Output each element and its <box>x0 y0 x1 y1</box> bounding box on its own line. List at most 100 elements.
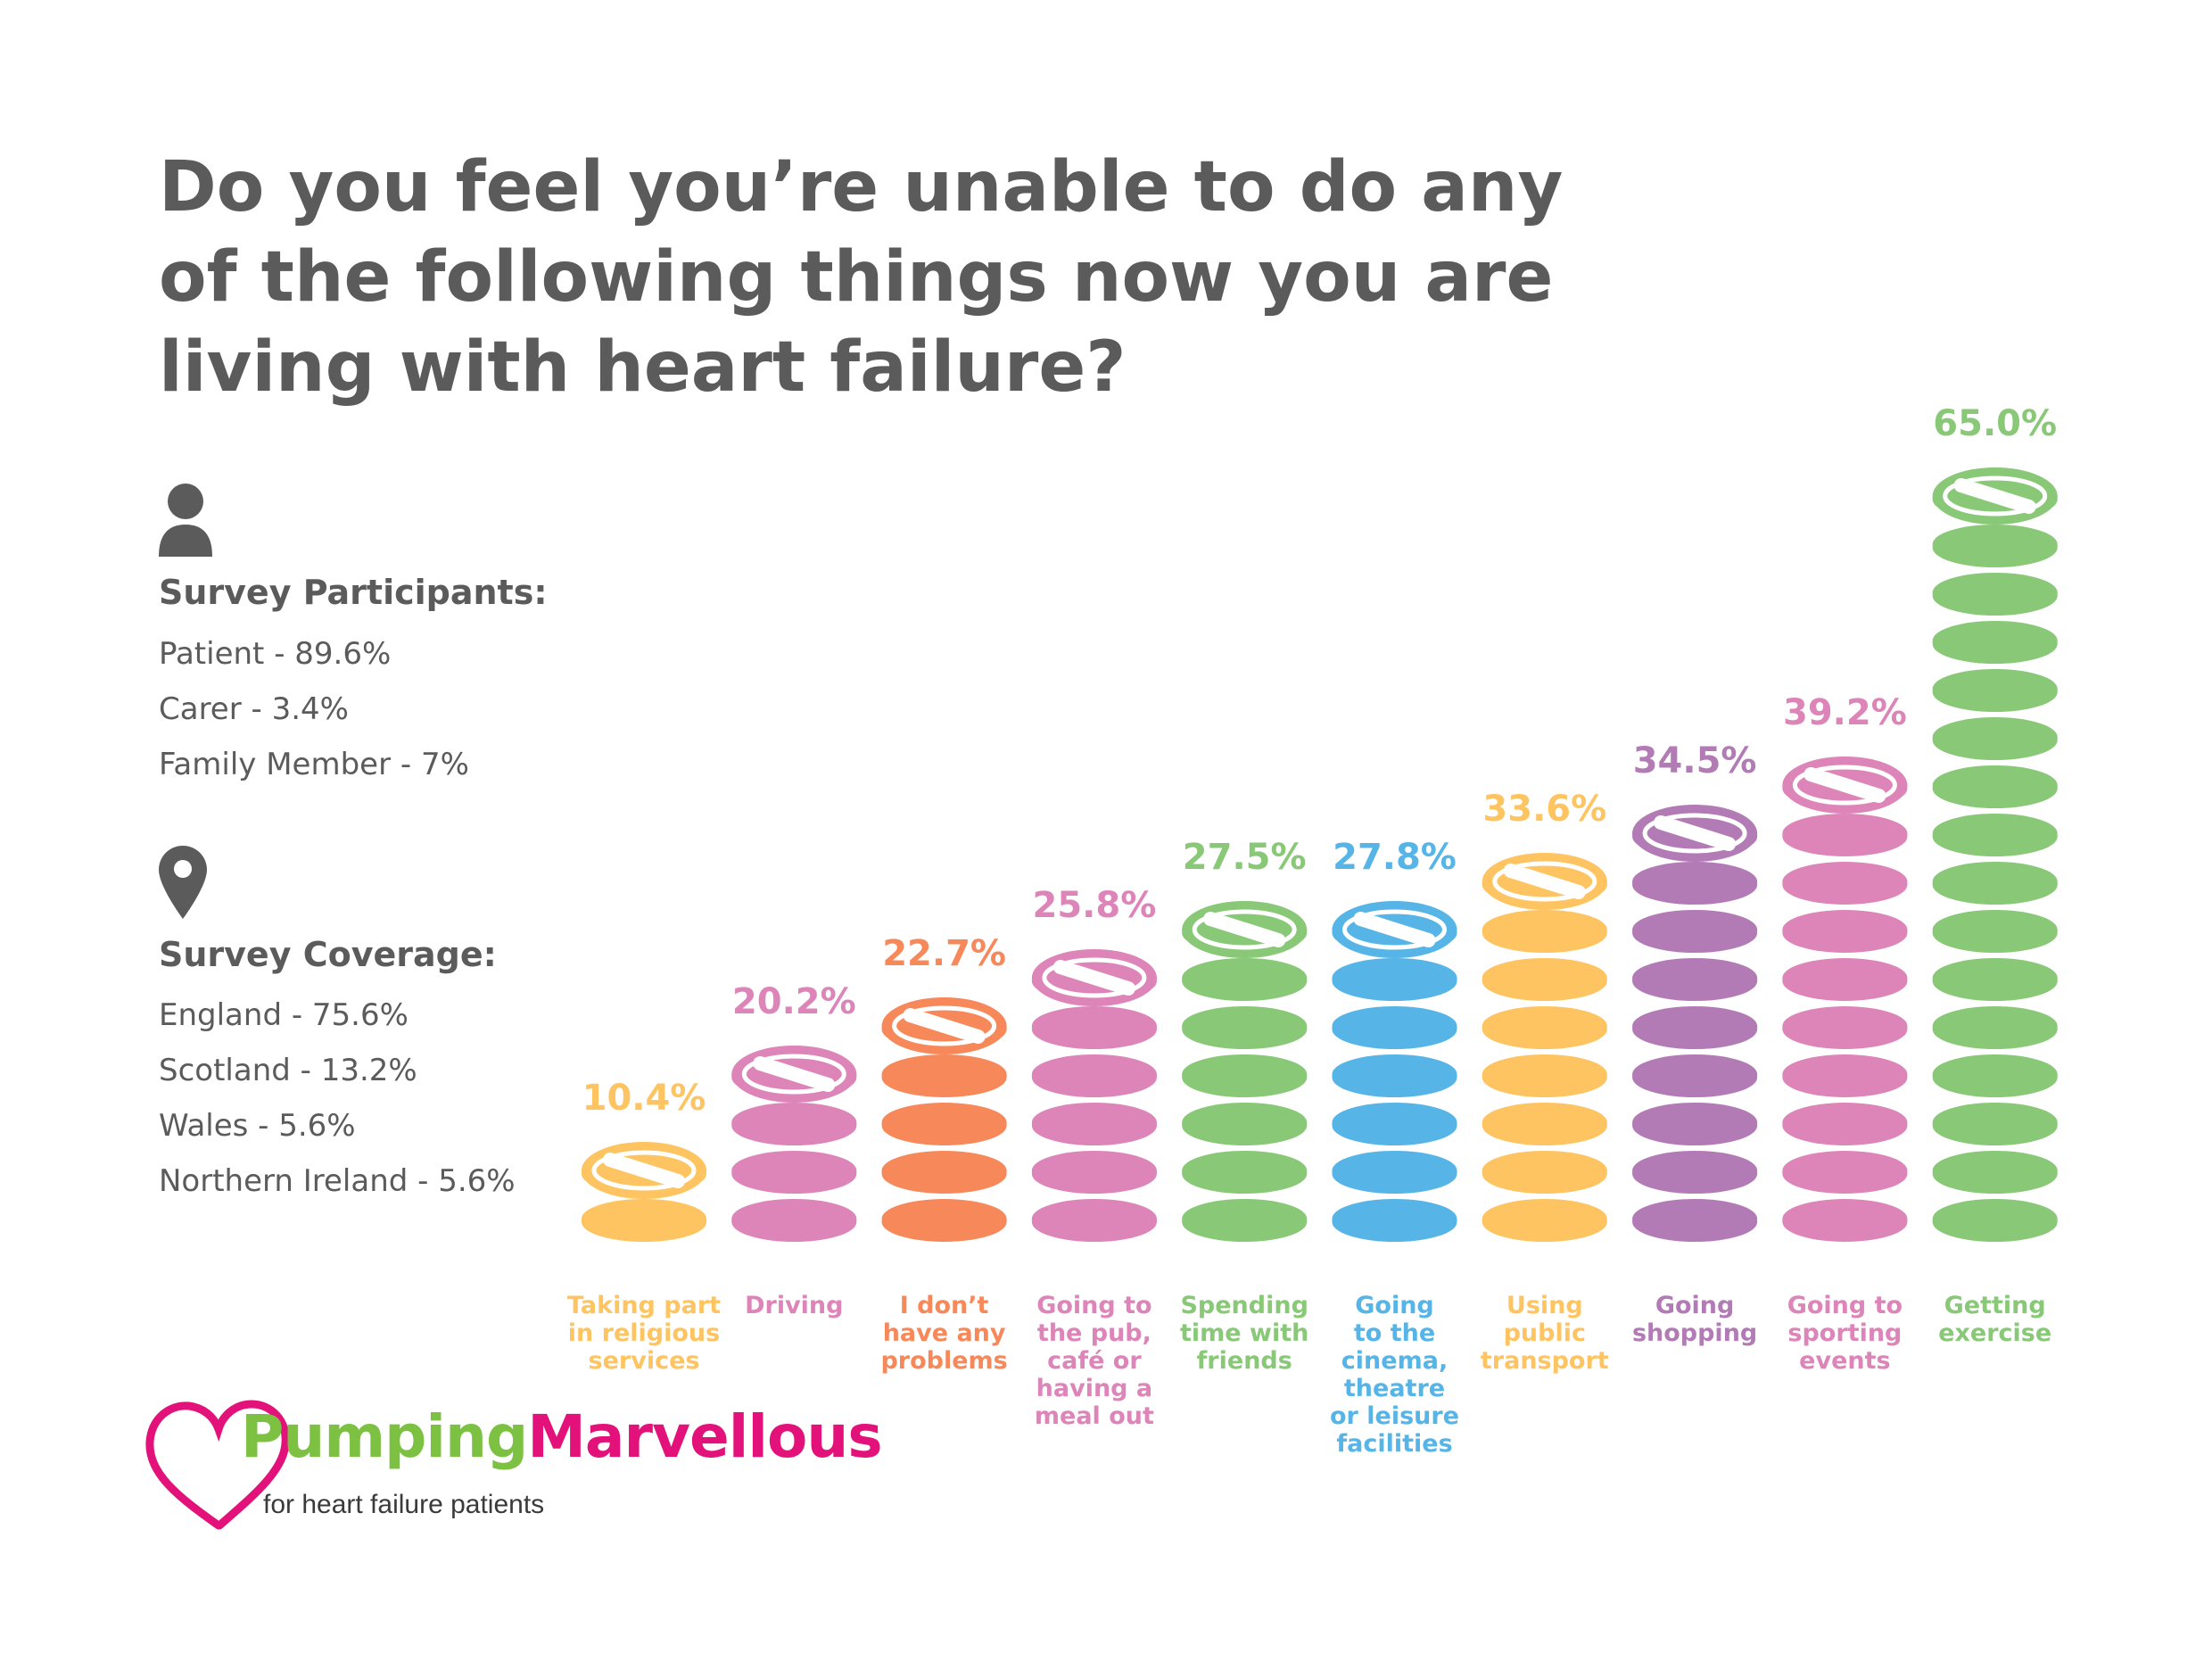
pill-segment <box>582 1199 706 1242</box>
list-item: Family Member - 7% <box>159 747 469 782</box>
bar-9 <box>1782 756 1908 1242</box>
pill-segment <box>1482 1006 1607 1049</box>
pill-segment <box>1932 1151 2058 1194</box>
pill-segment <box>881 1199 1007 1242</box>
pill-top-rim <box>1792 765 1897 806</box>
pill-score-line <box>1803 767 1886 803</box>
pill-segment <box>1782 814 1908 856</box>
pill-segment <box>1482 1199 1607 1242</box>
bar-10 <box>1932 467 2058 1242</box>
category-label: Going to sporting events <box>1787 1292 1902 1375</box>
pill-segment <box>1031 1151 1157 1194</box>
pill-segment <box>1632 1054 1758 1097</box>
pill-top-rim <box>1192 909 1297 950</box>
pill-top-rim <box>591 1150 697 1191</box>
pill-segment <box>1782 910 1908 953</box>
pill-segment <box>1932 765 2058 809</box>
list-item: Patient - 89.6% <box>159 636 392 672</box>
pill-segment <box>1182 1054 1308 1097</box>
pill-score-line <box>753 1056 836 1092</box>
location-pin-icon <box>159 846 207 919</box>
pill-score-line <box>1953 478 2036 514</box>
pill-score-line <box>603 1153 685 1188</box>
pill-segment <box>1782 862 1908 905</box>
pill-segment <box>881 1151 1007 1194</box>
pill-segment <box>1632 1103 1758 1146</box>
pill-score-line <box>903 1008 986 1044</box>
pill-segment <box>1782 1006 1908 1049</box>
list-item: England - 75.6% <box>159 997 409 1033</box>
value-label: 22.7% <box>882 933 1006 974</box>
pill-top-rim <box>1642 813 1747 854</box>
value-label: 27.5% <box>1183 837 1307 878</box>
pill-segment <box>1632 1151 1758 1194</box>
value-label: 34.5% <box>1633 740 1757 781</box>
bar-8 <box>1632 805 1758 1242</box>
list-item: Scotland - 13.2% <box>159 1053 417 1088</box>
pill-segment <box>1332 1103 1457 1146</box>
bar-7 <box>1482 853 1607 1242</box>
category-label: Going to the pub, café or having a meal out <box>1035 1292 1154 1430</box>
value-label: 27.8% <box>1333 837 1457 878</box>
pill-score-line <box>1203 912 1286 947</box>
pill-segment <box>1932 958 2058 1001</box>
category-label: Going shopping <box>1632 1292 1757 1347</box>
pill-segment <box>1182 1199 1308 1242</box>
pill-top-rim <box>892 1005 997 1046</box>
pill-top-rim <box>1342 909 1447 950</box>
pill-segment <box>731 1199 857 1242</box>
pill-segment <box>1031 1054 1157 1097</box>
value-label: 33.6% <box>1482 789 1606 830</box>
pill-segment <box>1332 1006 1457 1049</box>
heart-icon <box>145 1400 290 1530</box>
pill-segment <box>1332 1054 1457 1097</box>
pill-segment <box>1932 862 2058 905</box>
logo-name-part2: Marvellous <box>527 1402 882 1471</box>
pill-segment <box>1482 1054 1607 1097</box>
pill-top-rim <box>1042 957 1147 998</box>
pill-segment <box>1932 1103 2058 1146</box>
pill-segment <box>731 1103 857 1146</box>
pill-segment <box>1932 573 2058 616</box>
value-label: 39.2% <box>1783 692 1907 733</box>
list-item: Carer - 3.4% <box>159 691 349 727</box>
pill-segment <box>1782 1151 1908 1194</box>
bar-6 <box>1332 901 1457 1242</box>
category-label: Driving <box>745 1292 843 1319</box>
bar-4 <box>1031 949 1157 1242</box>
page-title: Do you feel you’re unable to do any of t… <box>159 147 1564 408</box>
logo-tagline: for heart failure patients <box>263 1490 545 1519</box>
participants-list: Patient - 89.6% Carer - 3.4% Family Memb… <box>159 626 469 792</box>
coverage-list: England - 75.6% Scotland - 13.2% Wales -… <box>159 988 516 1209</box>
pill-segment <box>1482 1103 1607 1146</box>
pill-segment <box>1482 910 1607 953</box>
pill-segment <box>1031 1199 1157 1242</box>
pill-score-line <box>1052 960 1135 996</box>
category-label: Going to the cinema, theatre or leisure facil… <box>1330 1292 1459 1458</box>
person-icon <box>159 484 212 557</box>
pill-score-line <box>1654 815 1737 851</box>
pill-segment <box>1782 958 1908 1001</box>
pill-segment <box>1632 910 1758 953</box>
pill-segment <box>1332 958 1457 1001</box>
pill-segment <box>1932 669 2058 712</box>
pill-segment <box>1332 1151 1457 1194</box>
pill-top-rim <box>1943 475 2048 517</box>
category-label: Using public transport <box>1481 1292 1609 1375</box>
value-label: 65.0% <box>1933 403 2057 444</box>
category-label: Spending time with friends <box>1180 1292 1308 1375</box>
pill-score-line <box>1503 864 1586 899</box>
pill-segment <box>1182 1151 1308 1194</box>
pill-segment <box>1932 717 2058 760</box>
logo: PumpingMarvellous for heart failure pati… <box>143 1392 883 1543</box>
category-label: I don’t have any problems <box>880 1292 1007 1375</box>
pill-segment <box>1632 1006 1758 1049</box>
pill-segment <box>1031 1006 1157 1049</box>
pill-segment <box>1932 814 2058 856</box>
pill-segment <box>1932 621 2058 665</box>
pill-segment <box>1482 958 1607 1001</box>
pill-segment <box>1182 1103 1308 1146</box>
value-label: 20.2% <box>732 981 856 1022</box>
